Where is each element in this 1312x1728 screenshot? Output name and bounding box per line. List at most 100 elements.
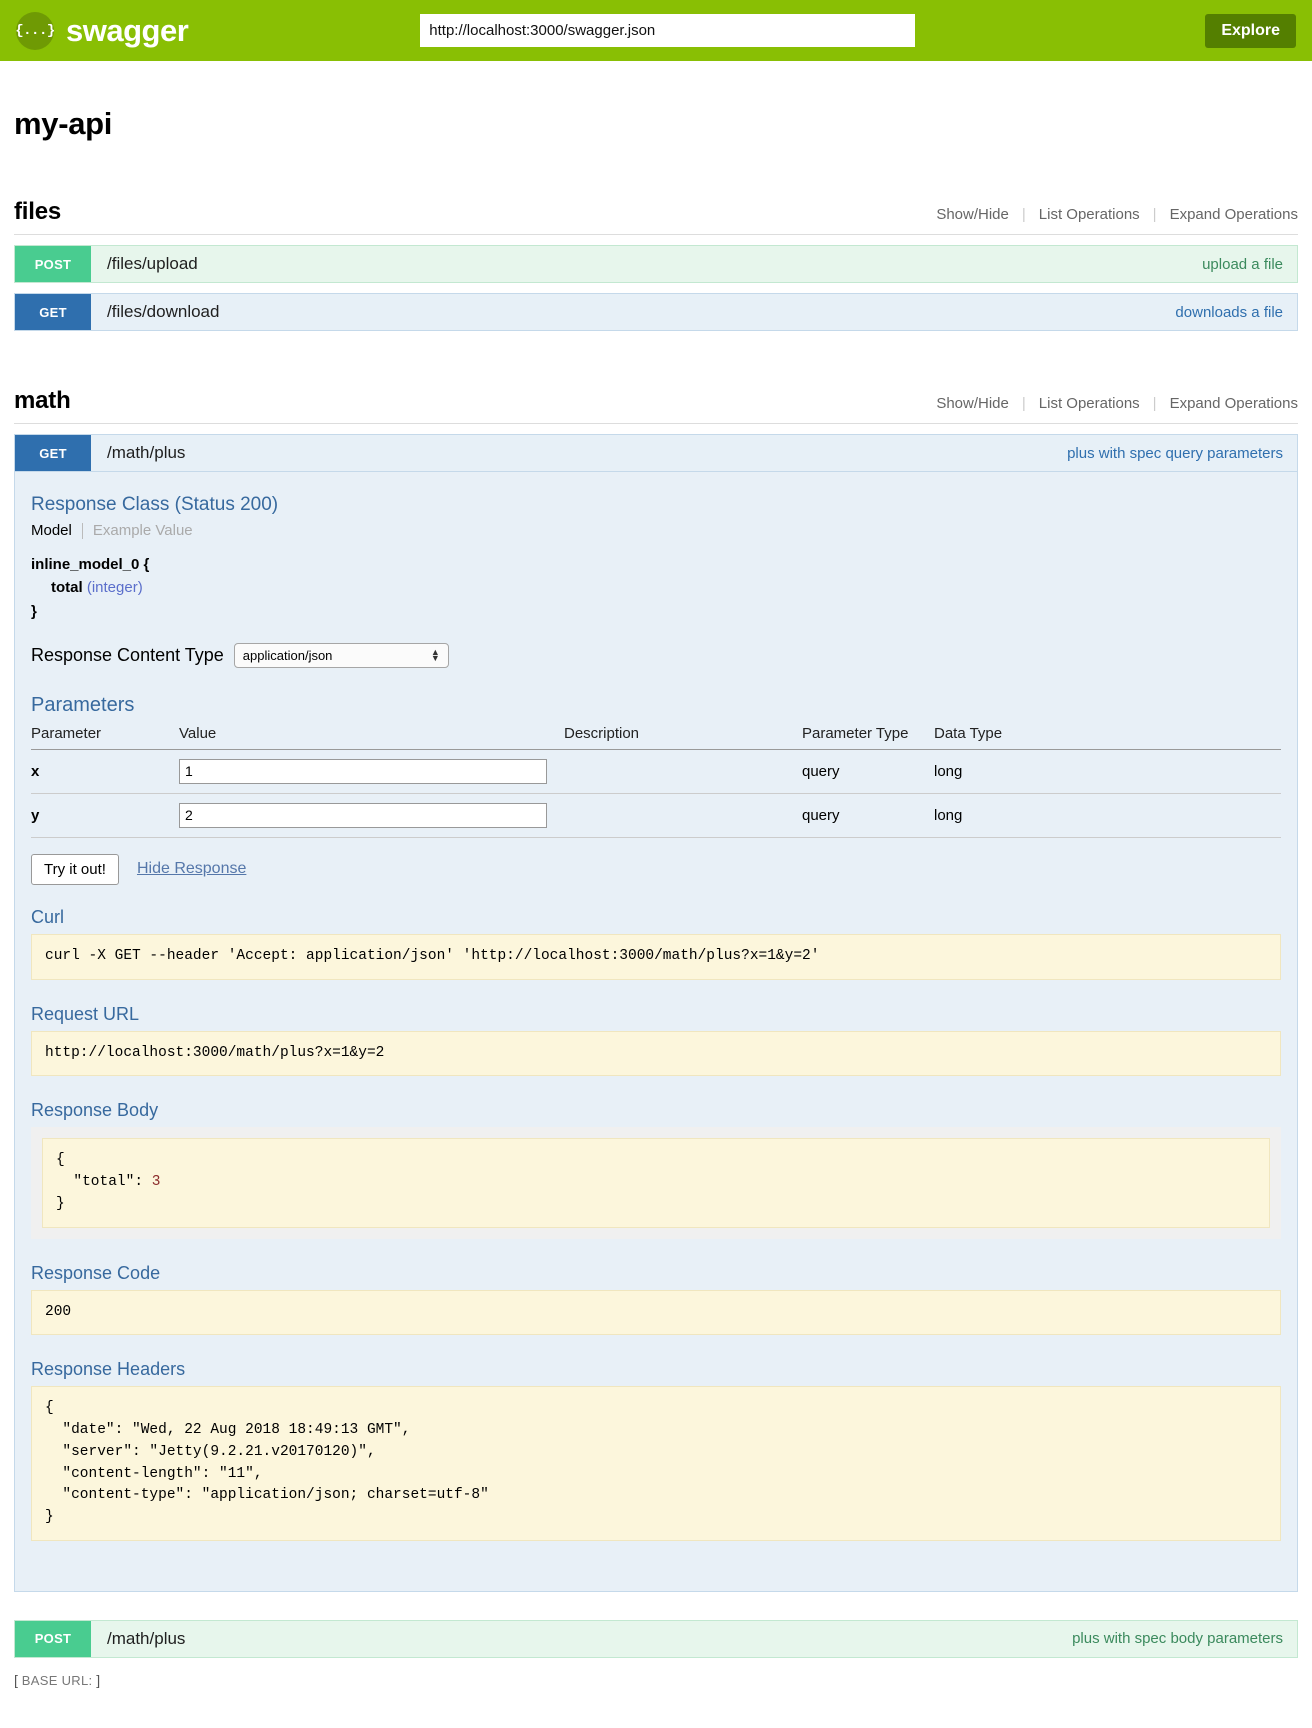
operation-summary[interactable]: downloads a file (1175, 303, 1283, 321)
parameter-data-type-y: long (934, 793, 1281, 838)
column-data-type: Data Type (934, 722, 1281, 750)
spec-url-input[interactable] (420, 14, 916, 47)
parameter-type-x: query (802, 749, 934, 794)
link-separator: | (1021, 395, 1026, 412)
parameter-value-cell-x (179, 749, 564, 794)
footer-open-bracket: [ (14, 1671, 18, 1688)
show-hide-link-math[interactable]: Show/Hide (936, 395, 1009, 412)
operation-summary[interactable]: upload a file (1202, 255, 1283, 273)
submit-row: Try it out! Hide Response (31, 853, 1281, 885)
tab-model[interactable]: Model (31, 522, 72, 539)
model-name: inline_model_0 { (31, 556, 150, 573)
swagger-braces-icon: {...} (15, 11, 55, 50)
response-body-value: 3 (151, 1174, 161, 1190)
http-method-badge: GET (15, 294, 91, 330)
parameters-heading: Parameters (31, 693, 135, 716)
response-body-heading: Response Body (31, 1100, 159, 1121)
response-headers-heading: Response Headers (31, 1359, 186, 1380)
model-example-tabs: Model Example Value (31, 522, 1281, 539)
operation-get-math-plus[interactable]: GET /math/plus plus with spec query para… (14, 434, 1298, 1592)
tab-divider (81, 522, 83, 539)
http-method-badge: GET (15, 435, 91, 471)
operation-post-math-plus[interactable]: POST /math/plus plus with spec body para… (14, 1619, 1298, 1658)
explore-button[interactable]: Explore (1205, 13, 1296, 48)
resource-name-math[interactable]: math (14, 387, 71, 414)
model-property-name: total (51, 579, 83, 597)
parameter-input-x[interactable] (179, 758, 547, 784)
model-close-brace: } (31, 602, 37, 620)
tab-example-value[interactable]: Example Value (92, 522, 193, 539)
request-url-value: http://localhost:3000/math/plus?x=1&y=2 (31, 1030, 1281, 1077)
expand-operations-link-math[interactable]: Expand Operations (1169, 395, 1298, 412)
parameter-data-type-x: long (934, 749, 1281, 794)
operation-path: /math/plus (107, 1628, 186, 1648)
column-parameter: Parameter (31, 722, 179, 750)
operation-path: /math/plus (107, 443, 186, 462)
operation-summary[interactable]: plus with spec query parameters (1067, 444, 1283, 462)
curl-heading: Curl (31, 906, 65, 927)
parameter-type-y: query (802, 793, 934, 838)
operation-get-files-download[interactable]: GET /files/download downloads a file (14, 293, 1298, 331)
show-hide-link-files[interactable]: Show/Hide (936, 206, 1009, 223)
link-separator: | (1152, 206, 1157, 223)
link-separator: | (1021, 206, 1026, 223)
page-title: my-api (14, 106, 113, 141)
operation-header[interactable]: POST /math/plus plus with spec body para… (14, 1619, 1298, 1658)
column-value: Value (179, 722, 564, 750)
link-separator: | (1152, 395, 1157, 412)
table-header-row: Parameter Value Description Parameter Ty… (31, 722, 1281, 750)
operation-header[interactable]: GET /math/plus plus with spec query para… (14, 434, 1298, 472)
response-class-heading: Response Class (Status 200) (31, 494, 279, 515)
topbar-actions: Explore (1205, 13, 1296, 48)
expand-operations-link-files[interactable]: Expand Operations (1169, 206, 1298, 223)
request-url-heading: Request URL (31, 1003, 140, 1024)
parameter-name-x: x (31, 749, 179, 794)
chevron-updown-icon: ▲ ▼ (430, 647, 440, 664)
operation-post-files-upload[interactable]: POST /files/upload upload a file (14, 245, 1298, 283)
parameter-input-y[interactable] (179, 802, 547, 828)
resource-operation-links: Show/Hide | List Operations | Expand Ope… (936, 206, 1298, 226)
http-method-badge: POST (15, 1620, 91, 1657)
response-body-open: { (56, 1152, 65, 1169)
response-body-wrapper: { "total": 3 } (31, 1127, 1281, 1239)
column-description: Description (564, 722, 802, 750)
parameters-table: Parameter Value Description Parameter Ty… (31, 722, 1281, 838)
swagger-logo[interactable]: {...} swagger (15, 11, 189, 50)
response-content-type-value: application/json (242, 647, 333, 663)
page-content: my-api files Show/Hide | List Operations… (0, 106, 1312, 1708)
http-method-badge: POST (15, 246, 91, 282)
resource-math: math Show/Hide | List Operations | Expan… (14, 387, 1298, 1658)
response-content-type-select[interactable]: application/json ▲ ▼ (233, 642, 449, 668)
column-parameter-type: Parameter Type (802, 722, 934, 750)
operation-details-panel: Response Class (Status 200) Model Exampl… (14, 472, 1298, 1592)
operation-path: /files/download (107, 302, 220, 321)
resource-files: files Show/Hide | List Operations | Expa… (14, 198, 1298, 331)
operation-header[interactable]: GET /files/download downloads a file (14, 293, 1298, 331)
resource-header: math Show/Hide | List Operations | Expan… (14, 387, 1298, 424)
response-body-close: } (56, 1195, 65, 1212)
operation-path: /files/upload (107, 254, 198, 273)
table-row: x query long (31, 749, 1281, 794)
try-it-out-button[interactable]: Try it out! (31, 853, 119, 885)
operation-summary[interactable]: plus with spec body parameters (1072, 1630, 1283, 1648)
parameter-name-y: y (31, 793, 179, 838)
list-operations-link-files[interactable]: List Operations (1038, 206, 1140, 223)
parameter-value-cell-y (179, 793, 564, 838)
parameter-description-x (564, 749, 802, 794)
parameter-description-y (564, 793, 802, 838)
list-operations-link-math[interactable]: List Operations (1038, 395, 1140, 412)
response-model: inline_model_0 { total (integer) } (31, 553, 1281, 623)
swagger-wordmark: swagger (66, 12, 189, 48)
hide-response-link[interactable]: Hide Response (136, 860, 247, 878)
operation-header[interactable]: POST /files/upload upload a file (14, 245, 1298, 283)
response-code-heading: Response Code (31, 1262, 161, 1283)
model-property: total (integer) (31, 576, 1281, 599)
table-row: y query long (31, 793, 1281, 838)
resource-name-files[interactable]: files (14, 198, 62, 225)
curl-command: curl -X GET --header 'Accept: applicatio… (31, 933, 1281, 980)
response-body-content: { "total": 3 } (42, 1138, 1270, 1228)
resource-header: files Show/Hide | List Operations | Expa… (14, 198, 1298, 235)
footer-base-url-label: BASE URL: (21, 1672, 93, 1688)
top-bar: {...} swagger Explore (0, 0, 1312, 61)
model-property-type: (integer) (86, 579, 143, 597)
